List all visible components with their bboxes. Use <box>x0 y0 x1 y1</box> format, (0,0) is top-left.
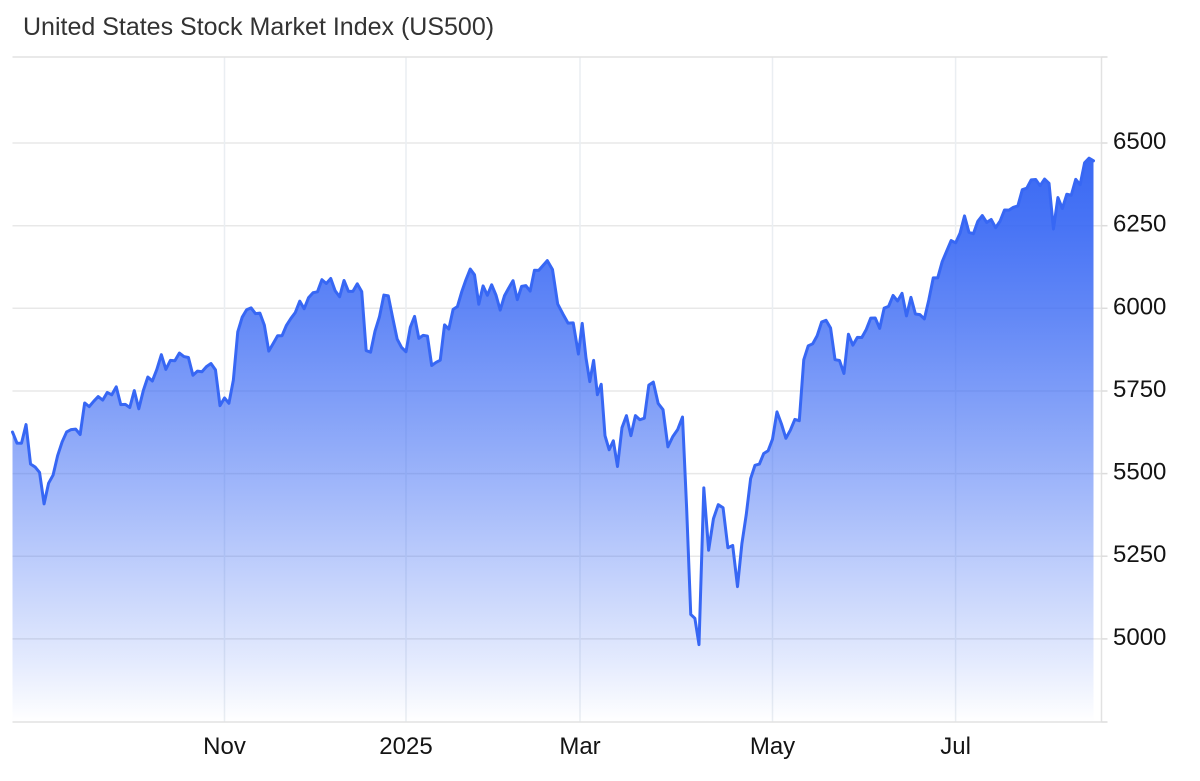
svg-text:Nov: Nov <box>203 733 246 760</box>
svg-text:2025: 2025 <box>379 733 432 760</box>
svg-text:6250: 6250 <box>1113 211 1166 238</box>
svg-text:5000: 5000 <box>1113 624 1166 651</box>
svg-text:5750: 5750 <box>1113 376 1166 403</box>
svg-text:Jul: Jul <box>940 733 971 760</box>
svg-text:May: May <box>750 733 795 760</box>
svg-text:Mar: Mar <box>559 733 600 760</box>
svg-text:6000: 6000 <box>1113 293 1166 320</box>
svg-text:5250: 5250 <box>1113 541 1166 568</box>
svg-text:5500: 5500 <box>1113 459 1166 486</box>
svg-text:United States Stock Market Ind: United States Stock Market Index (US500) <box>23 13 494 41</box>
svg-text:6500: 6500 <box>1113 128 1166 155</box>
